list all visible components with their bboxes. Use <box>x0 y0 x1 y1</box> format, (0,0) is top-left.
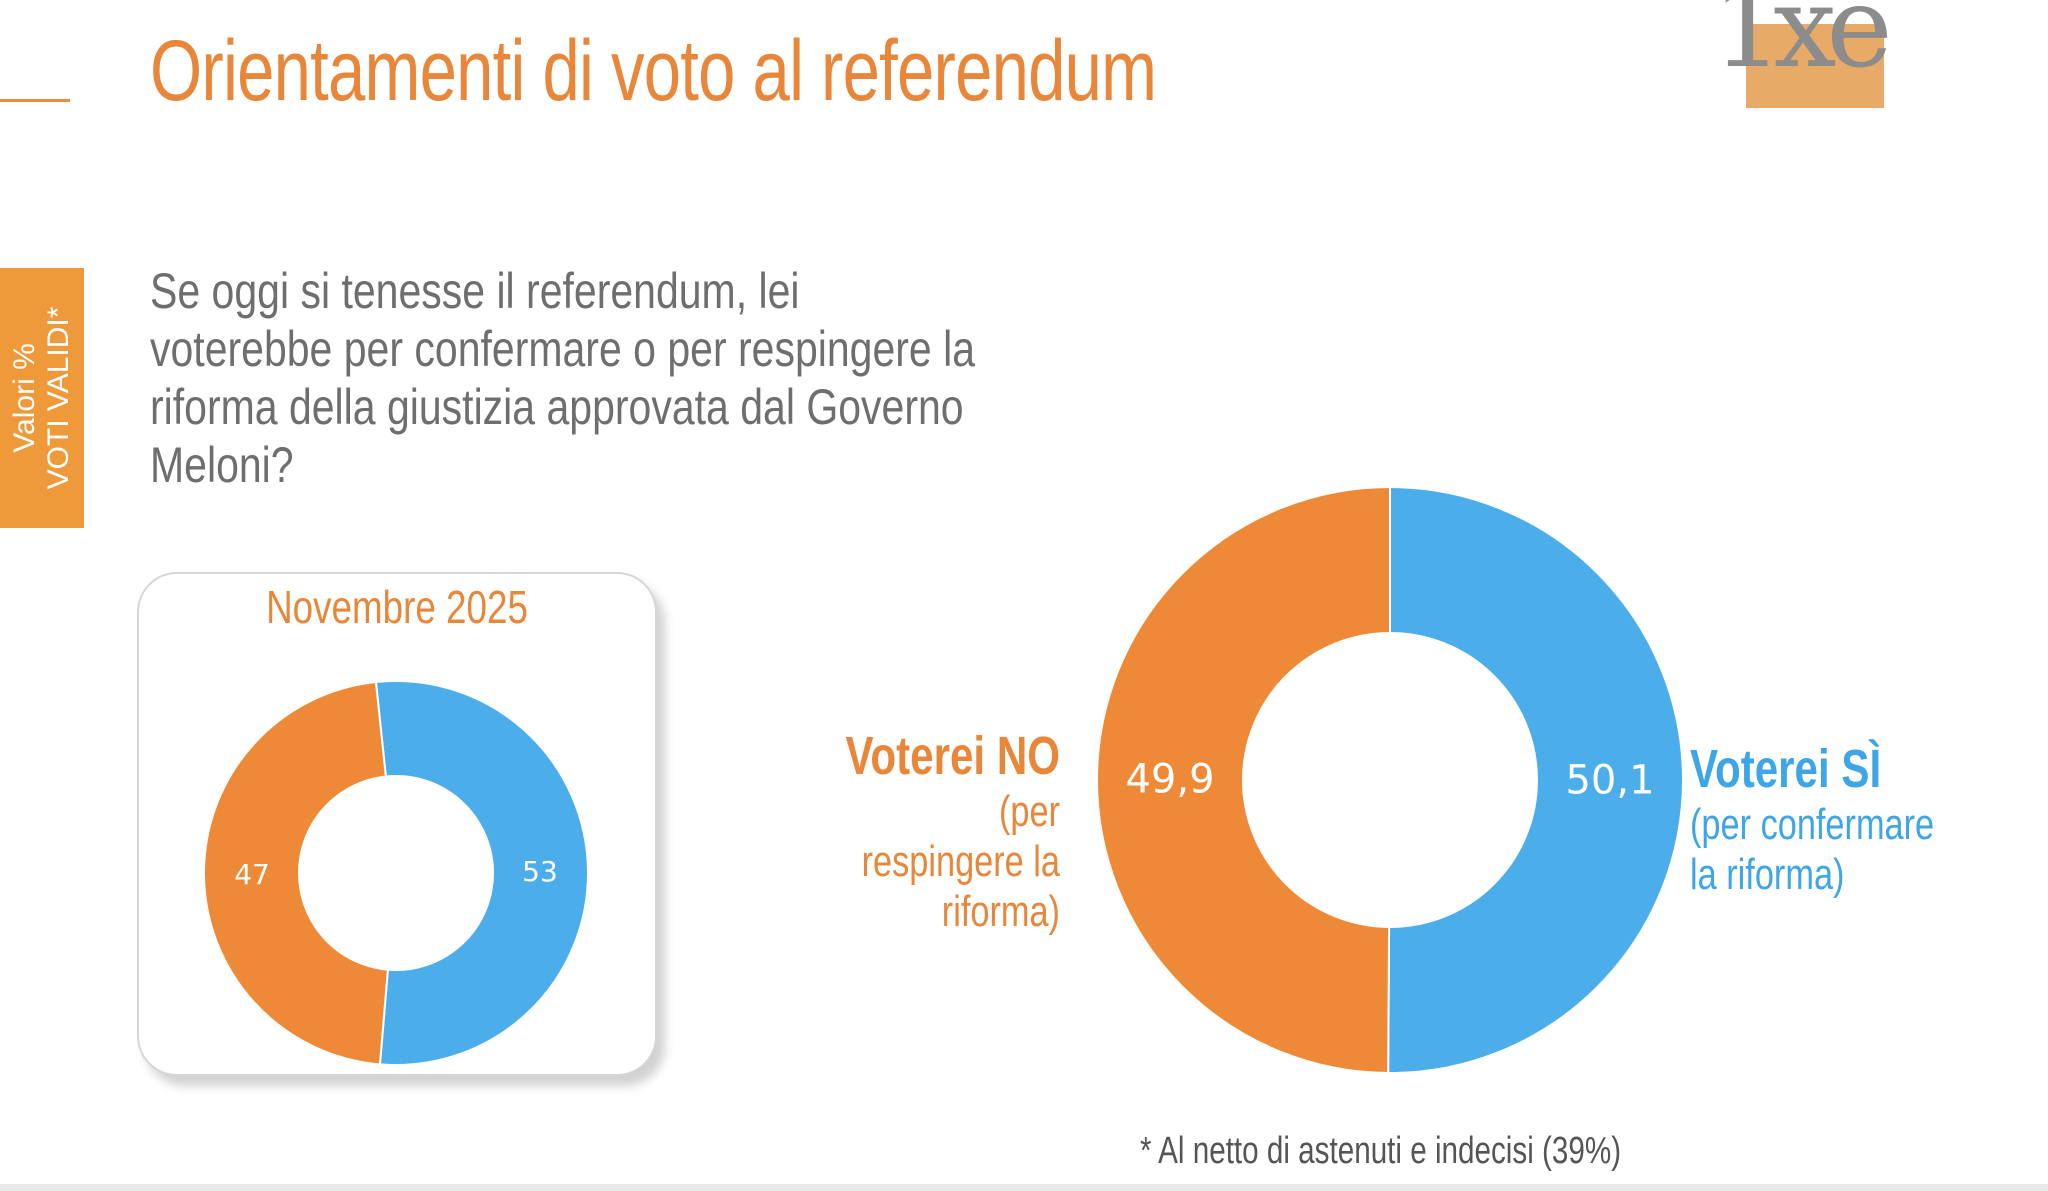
label-no: Voterei NO (per respingere la riforma) <box>780 725 1060 937</box>
current-label-si: 50,1 <box>1565 758 1654 804</box>
previous-slice-si <box>374 680 589 1066</box>
header-accent-rule <box>0 99 70 102</box>
current-donut-chart: 50,1 49,9 <box>1096 485 1684 1075</box>
label-si: Voterei SÌ (per confermare la riforma) <box>1690 738 2020 900</box>
label-si-sub: (per confermare la riforma) <box>1690 800 1935 899</box>
side-tab-line1: Valori % <box>8 343 41 453</box>
previous-label-si: 53 <box>522 855 558 888</box>
page-title: Orientamenti di voto al referendum <box>150 23 1157 119</box>
previous-donut-chart: 53 47 <box>203 680 589 1066</box>
label-no-sub: (per respingere la riforma) <box>861 787 1060 936</box>
previous-result-card: Novembre 2025 53 47 <box>137 572 657 1076</box>
survey-question: Se oggi si tenesse il referendum, lei vo… <box>150 263 976 493</box>
current-slice-no <box>1096 485 1391 1075</box>
logo-box <box>1746 24 1884 108</box>
footnote: * Al netto di astenuti e indecisi (39%) <box>1140 1130 1622 1172</box>
bottom-bar <box>0 1184 2048 1191</box>
previous-slice-no <box>203 680 389 1066</box>
ixe-logo: 1xe <box>1712 0 1893 108</box>
previous-chart-title: Novembre 2025 <box>266 581 528 633</box>
current-slice-si <box>1387 485 1684 1074</box>
side-tab-line2: VOTI VALIDI* <box>42 306 75 490</box>
previous-label-no: 47 <box>234 858 270 891</box>
values-side-tab: Valori % VOTI VALIDI* <box>0 268 84 528</box>
logo-text: 1xe <box>1712 0 1893 93</box>
label-si-main: Voterei SÌ <box>1690 739 1882 799</box>
current-label-no: 49,9 <box>1125 756 1214 802</box>
label-no-main: Voterei NO <box>845 726 1060 786</box>
side-tab-text: Valori % VOTI VALIDI* <box>8 307 76 490</box>
